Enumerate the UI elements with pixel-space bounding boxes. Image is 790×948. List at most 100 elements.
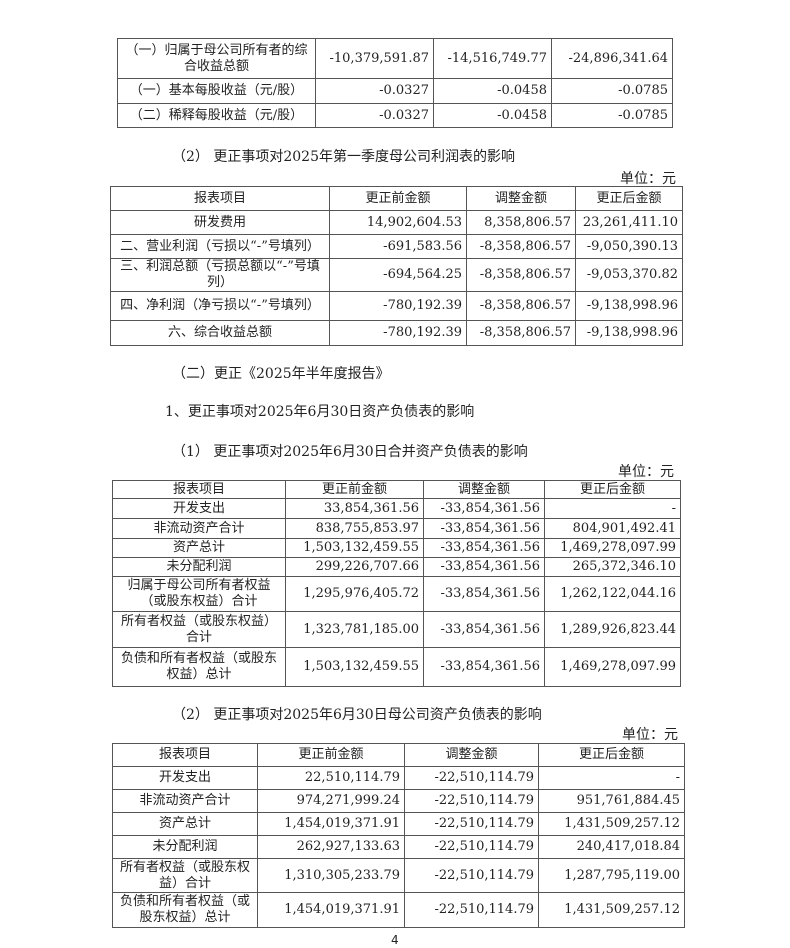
row-label: 非流动资产合计: [112, 789, 258, 813]
amount-cell: -0.0327: [315, 78, 434, 104]
row-label: 负债和所有者权益（或股东权益）总计: [112, 892, 258, 928]
amount-cell: -0.0785: [551, 78, 673, 104]
table-row: 归属于母公司所有者权益（或股东权益）合计 1,295,976,405.72 -33,…: [112, 576, 681, 612]
amount-cell: -780,192.39: [329, 291, 467, 321]
column-header: 报表项目: [112, 480, 286, 499]
amount-cell: -24,896,341.64: [551, 38, 673, 79]
row-label: （一）归属于母公司所有者的综合收益总额: [117, 38, 316, 79]
amount-cell: -22,510,114.79: [404, 835, 539, 859]
unit-label: 单位：元: [618, 464, 674, 480]
table-row: 未分配利润 262,927,133.63 -22,510,114.79 240,417…: [112, 835, 685, 859]
amount-cell: 1,287,795,119.00: [538, 858, 685, 893]
table-row: （一）基本每股收益（元/股） -0.0327 -0.0458 -0.0785: [117, 78, 673, 104]
row-label: 所有者权益（或股东权益）合计: [112, 611, 286, 648]
table-row: 六、综合收益总额 -780,192.39 -8,358,806.57 -9,138,9…: [110, 320, 683, 346]
table-row: 未分配利润 299,226,707.66 -33,854,361.56 265,372…: [112, 557, 681, 577]
table-row: 二、营业利润（亏损以“-”号填列） -691,583.56 -8,358,806.5…: [110, 234, 683, 259]
table-row: 负债和所有者权益（或股东权益）总计 1,454,019,371.91 -22,510…: [112, 892, 685, 928]
amount-cell: 1,295,976,405.72: [285, 576, 424, 612]
table-row: 开发支出 33,854,361.56 -33,854,361.56-: [112, 498, 681, 519]
amount-cell: -: [544, 498, 681, 519]
column-header: 调整金额: [404, 743, 539, 767]
column-header: 更正后金额: [575, 186, 683, 211]
table-row: 资产总计 1,454,019,371.91 -22,510,114.79 1,431,…: [112, 812, 685, 836]
amount-cell: -33,854,361.56: [423, 557, 545, 577]
amount-cell: 1,469,278,097.99: [544, 647, 681, 687]
amount-cell: 1,323,781,185.00: [285, 611, 424, 648]
amount-cell: 1,431,509,257.12: [538, 892, 685, 928]
consolidated-balance-sheet-table: 报表项目 更正前金额 调整金额 更正后金额 开发支出 33,854,361.56 -33,8…: [112, 480, 681, 687]
amount-cell: -14,516,749.77: [433, 38, 552, 79]
row-label: 二、营业利润（亏损以“-”号填列）: [110, 234, 330, 259]
row-label: 资产总计: [112, 812, 258, 836]
section-heading-q1-parent-income: （2） 更正事项对2025年第一季度母公司利润表的影响: [172, 149, 515, 165]
table-row: 开发支出 22,510,114.79 -22,510,114.79-: [112, 766, 685, 790]
amount-cell: -9,138,998.96: [575, 291, 683, 321]
row-label: 六、综合收益总额: [110, 320, 330, 346]
amount-cell: -8,358,806.57: [466, 234, 576, 259]
amount-cell: 1,310,305,233.79: [257, 858, 405, 893]
table-header-row: 报表项目 更正前金额 调整金额 更正后金额: [112, 480, 681, 499]
amount-cell: -22,510,114.79: [404, 812, 539, 836]
amount-cell: -694,564.25: [329, 258, 467, 292]
amount-cell: -22,510,114.79: [404, 789, 539, 813]
amount-cell: -691,583.56: [329, 234, 467, 259]
amount-cell: 299,226,707.66: [285, 557, 424, 577]
column-header: 更正前金额: [285, 480, 424, 499]
amount-cell: 14,902,604.53: [329, 210, 467, 235]
amount-cell: 22,510,114.79: [257, 766, 405, 790]
parent-balance-sheet-table: 报表项目 更正前金额 调整金额 更正后金额 开发支出 22,510,114.79 -22,5…: [112, 743, 685, 928]
row-label: （二）稀释每股收益（元/股）: [117, 103, 316, 128]
column-header: 更正前金额: [257, 743, 405, 767]
row-label: 资产总计: [112, 538, 286, 558]
table-header-row: 报表项目 更正前金额 调整金额 更正后金额: [112, 743, 685, 767]
column-header: 调整金额: [466, 186, 576, 211]
amount-cell: 974,271,999.24: [257, 789, 405, 813]
table-header-row: 报表项目 更正前金额 调整金额 更正后金额: [110, 186, 683, 211]
amount-cell: -0.0785: [551, 103, 673, 128]
row-label: 研发费用: [110, 210, 330, 235]
amount-cell: -0.0458: [433, 78, 552, 104]
amount-cell: -8,358,806.57: [466, 258, 576, 292]
amount-cell: 265,372,346.10: [544, 557, 681, 577]
column-header: 更正后金额: [544, 480, 681, 499]
amount-cell: 33,854,361.56: [285, 498, 424, 519]
unit-label: 单位：元: [622, 727, 678, 743]
table-row: 所有者权益（或股东权益）合计 1,310,305,233.79 -22,510,11…: [112, 858, 685, 893]
amount-cell: -9,050,390.13: [575, 234, 683, 259]
amount-cell: -22,510,114.79: [404, 858, 539, 893]
unit-label: 单位：元: [620, 171, 676, 187]
amount-cell: -0.0327: [315, 103, 434, 128]
table-row: 非流动资产合计 838,755,853.97 -33,854,361.56 804,9…: [112, 518, 681, 539]
section-heading-consolidated-bs: （1） 更正事项对2025年6月30日合并资产负债表的影响: [172, 444, 528, 460]
table-row: （一）归属于母公司所有者的综合收益总额 -10,379,591.87 -14,516…: [117, 38, 673, 79]
amount-cell: 804,901,492.41: [544, 518, 681, 539]
row-label: （一）基本每股收益（元/股）: [117, 78, 316, 104]
amount-cell: 23,261,411.10: [575, 210, 683, 235]
column-header: 调整金额: [423, 480, 545, 499]
row-label: 开发支出: [112, 498, 286, 519]
amount-cell: -9,138,998.96: [575, 320, 683, 346]
row-label: 归属于母公司所有者权益（或股东权益）合计: [112, 576, 286, 612]
section-heading-half-year: （二）更正《2025年半年度报告》: [172, 366, 390, 382]
table-row: 四、净利润（净亏损以“-”号填列） -780,192.39 -8,358,806.5…: [110, 291, 683, 321]
section-heading-parent-bs: （2） 更正事项对2025年6月30日母公司资产负债表的影响: [172, 707, 542, 723]
income-summary-table: （一）归属于母公司所有者的综合收益总额 -10,379,591.87 -14,516…: [117, 38, 673, 128]
amount-cell: -33,854,361.56: [423, 647, 545, 687]
table-row: 资产总计 1,503,132,459.55 -33,854,361.56 1,469,…: [112, 538, 681, 558]
amount-cell: 1,289,926,823.44: [544, 611, 681, 648]
amount-cell: -22,510,114.79: [404, 766, 539, 790]
amount-cell: 240,417,018.84: [538, 835, 685, 859]
amount-cell: -22,510,114.79: [404, 892, 539, 928]
row-label: 非流动资产合计: [112, 518, 286, 539]
row-label: 未分配利润: [112, 557, 286, 577]
row-label: 三、利润总额（亏损总额以“-”号填列）: [110, 258, 330, 292]
amount-cell: -33,854,361.56: [423, 611, 545, 648]
amount-cell: 951,761,884.45: [538, 789, 685, 813]
amount-cell: -8,358,806.57: [466, 291, 576, 321]
row-label: 所有者权益（或股东权益）合计: [112, 858, 258, 893]
amount-cell: 1,431,509,257.12: [538, 812, 685, 836]
q1-parent-income-table: 报表项目 更正前金额 调整金额 更正后金额 研发费用 14,902,604.53 8,358…: [110, 186, 683, 346]
table-row: 三、利润总额（亏损总额以“-”号填列） -694,564.25 -8,358,806…: [110, 258, 683, 292]
table-row: 非流动资产合计 974,271,999.24 -22,510,114.79 951,7…: [112, 789, 685, 813]
